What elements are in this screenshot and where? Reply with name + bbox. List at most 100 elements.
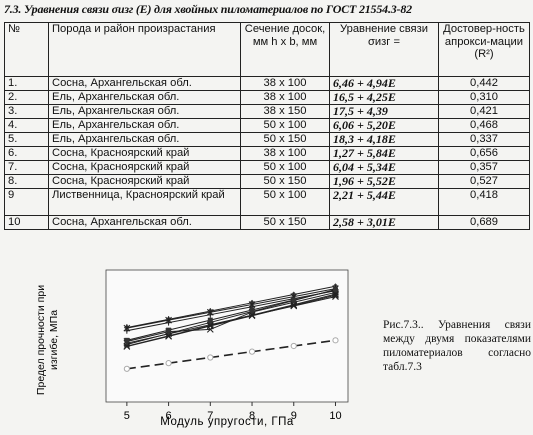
- table-header-row: № Порода и район произрастания Сечение д…: [4, 22, 530, 77]
- table-row: 1. Сосна, Архангельская обл. 38 x 100 6,46 …: [4, 76, 530, 91]
- row-r2-cell: 0,442: [438, 76, 530, 91]
- data-point: [206, 322, 214, 330]
- row-species-cell: Ель, Архангельская обл.: [48, 132, 241, 147]
- table-row: 4. Ель, Архангельская обл. 50 x 100 6,06 + …: [4, 118, 530, 133]
- table-title: 7.3. Уравнения связи σизг (E) для хвойны…: [4, 2, 412, 16]
- row-number-cell: 2.: [4, 90, 49, 105]
- row-section-cell: 38 x 100: [240, 146, 330, 161]
- row-equation-cell: 6,06 + 5,20E: [329, 118, 439, 133]
- row-r2-cell: 0,421: [438, 104, 530, 119]
- series-line: [126, 294, 336, 348]
- row-number-cell: 9: [4, 188, 49, 216]
- row-r2-cell: 0,689: [438, 215, 530, 230]
- x-tick-label: 6: [166, 410, 172, 422]
- row-number-cell: 7.: [4, 160, 49, 175]
- data-point: [166, 327, 172, 333]
- data-point: [249, 307, 255, 313]
- x-tick-label: 5: [124, 410, 130, 422]
- row-section-cell: 38 x 150: [240, 104, 330, 119]
- regression-table: № Порода и район произрастания Сечение д…: [4, 22, 530, 230]
- data-point: [206, 308, 214, 317]
- data-point: [248, 311, 256, 319]
- row-number-cell: 5.: [4, 132, 49, 147]
- row-section-cell: 50 x 100: [240, 118, 330, 133]
- row-section-cell: 38 x 100: [240, 76, 330, 91]
- row-r2-cell: 0,418: [438, 188, 530, 216]
- table-row: 7. Сосна, Красноярский край 50 x 100 6,04 +…: [4, 160, 530, 175]
- series-line: [126, 285, 336, 329]
- row-number-cell: 1.: [4, 76, 49, 91]
- table-row: 3. Ель, Архангельская обл. 38 x 150 17,5 + …: [4, 104, 530, 119]
- row-section-cell: 50 x 100: [240, 160, 330, 175]
- row-r2-cell: 0,527: [438, 174, 530, 189]
- series-line: [126, 288, 336, 329]
- x-tick-label: 10: [329, 410, 341, 422]
- x-axis-label: Модуль упругости, ГПа: [160, 416, 294, 428]
- row-number-cell: 8.: [4, 174, 49, 189]
- row-equation-cell: 17,5 + 4,39: [329, 104, 439, 119]
- series-line: [126, 339, 336, 370]
- data-point: [123, 324, 131, 333]
- row-r2-cell: 0,656: [438, 146, 530, 161]
- row-species-cell: Сосна, Архангельская обл.: [48, 76, 241, 91]
- data-point: [291, 297, 297, 303]
- data-point: [332, 291, 339, 299]
- plot-area: [105, 269, 349, 403]
- table-row: 9 Лиственница, Красноярский край 50 x 100 2…: [4, 188, 530, 216]
- data-point: [123, 343, 131, 350]
- row-equation-cell: 6,04 + 5,34E: [329, 160, 439, 175]
- header-r2: Достовер-ность апрокси-мации (R²): [438, 22, 530, 77]
- data-point: [165, 360, 172, 367]
- data-point: [248, 348, 256, 355]
- table-row: 5. Ель, Архангельская обл. 50 x 150 18,3 + …: [4, 132, 530, 147]
- row-r2-cell: 0,310: [438, 90, 530, 105]
- row-equation-cell: 18,3 + 4,18E: [329, 132, 439, 147]
- row-equation-cell: 2,21 + 5,44E: [329, 188, 439, 216]
- data-point: [124, 337, 130, 343]
- y-axis-label: Предел прочности приизгибе, МПа: [35, 285, 60, 395]
- row-section-cell: 38 x 100: [240, 90, 330, 105]
- x-tick-label: 7: [207, 410, 213, 422]
- table-row: 6. Сосна, Красноярский край 38 x 100 1,27 +…: [4, 146, 530, 161]
- row-species-cell: Сосна, Красноярский край: [48, 160, 241, 175]
- chart: 5 6 7 8 9 10 Модуль упругости, ГПа Предел прочн…: [0, 262, 360, 430]
- row-number-cell: 4.: [4, 118, 49, 133]
- row-species-cell: Ель, Архангельская обл.: [48, 104, 241, 119]
- row-species-cell: Сосна, Красноярский край: [48, 146, 241, 161]
- header-number: №: [4, 22, 49, 77]
- row-species-cell: Ель, Архангельская обл.: [48, 90, 241, 105]
- row-section-cell: 50 x 150: [240, 174, 330, 189]
- data-point: [165, 316, 172, 325]
- data-point: [207, 354, 214, 361]
- row-equation-cell: 16,5 + 4,25E: [329, 90, 439, 105]
- row-section-cell: 50 x 150: [240, 215, 330, 230]
- data-point: [290, 301, 298, 309]
- data-point: [248, 312, 256, 320]
- series-line: [126, 293, 336, 347]
- row-species-cell: Лиственница, Красноярский край: [48, 188, 241, 216]
- data-point: [123, 365, 130, 372]
- table-row: 8. Сосна, Красноярский край 50 x 150 1,96 +…: [4, 174, 530, 189]
- row-species-cell: Сосна, Красноярский край: [48, 174, 241, 189]
- row-section-cell: 50 x 100: [240, 188, 330, 216]
- row-number-cell: 10: [4, 215, 49, 230]
- data-point: [207, 317, 213, 323]
- series-line: [126, 290, 336, 332]
- row-species-cell: Сосна, Архангельская обл.: [48, 215, 241, 230]
- row-section-cell: 50 x 150: [240, 132, 330, 147]
- row-r2-cell: 0,468: [438, 118, 530, 133]
- x-tick-label: 8: [249, 410, 255, 422]
- figure-caption: Рис.7.3.. Уравнения связи между двумя по…: [383, 319, 531, 373]
- header-section: Сечение досок, мм h x b, мм: [240, 22, 330, 77]
- series-line: [126, 289, 336, 341]
- row-r2-cell: 0,357: [438, 160, 530, 175]
- data-point: [290, 302, 298, 309]
- row-number-cell: 6.: [4, 146, 49, 161]
- row-equation-cell: 1,27 + 5,84E: [329, 146, 439, 161]
- data-point: [290, 342, 297, 350]
- chart-svg: 5 6 7 8 9 10 Модуль упругости, ГПа Предел прочн…: [35, 269, 349, 428]
- data-point: [165, 333, 172, 340]
- table-row: 10 Сосна, Архангельская обл. 50 x 150 2,58 …: [4, 215, 530, 230]
- x-tick-label: 9: [291, 410, 297, 422]
- row-equation-cell: 2,58 + 3,01E: [329, 215, 439, 230]
